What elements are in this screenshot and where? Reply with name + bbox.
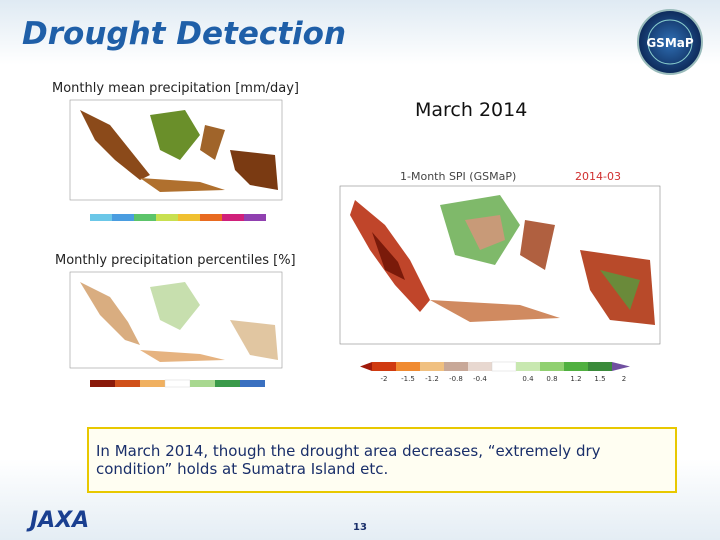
gsmap-logo: GSMaP [637,9,703,75]
note-line: condition” holds at Sumatra Island etc. [96,460,388,478]
colorbar-label: -1.5 [401,375,415,383]
map-date: 2014-03 [575,170,621,183]
precip-map [69,99,283,201]
jaxa-logo: JAXA [26,508,89,533]
page-number: 13 [353,522,367,533]
logo-text: GSMaP [646,36,694,50]
colorbar-label: -0.4 [473,375,487,383]
precip-colorbar [90,214,266,221]
spi-map [339,185,661,345]
colorbar-label: -2 [381,375,388,383]
colorbar-label: 0.4 [522,375,534,383]
map-title: 1-Month SPI (GSMaP) [400,170,516,183]
note-line: In March 2014, though the drought area d… [96,442,601,460]
panel-caption: Monthly precipitation percentiles [%] [55,253,296,268]
date-heading: March 2014 [415,99,527,121]
slide-title: Drought Detection [22,16,346,52]
colorbar-label: 2 [622,375,626,383]
panel-caption: Monthly mean precipitation [mm/day] [52,81,299,96]
note-box: In March 2014, though the drought area d… [87,427,677,493]
spi-colorbar [360,361,630,372]
colorbar-label: -1.2 [425,375,439,383]
colorbar-label: -0.8 [449,375,463,383]
percentile-colorbar [90,379,265,388]
colorbar-label: 0.8 [546,375,557,383]
colorbar-label: 1.2 [570,375,581,383]
percentile-map [69,271,283,369]
colorbar-label: 1.5 [594,375,605,383]
